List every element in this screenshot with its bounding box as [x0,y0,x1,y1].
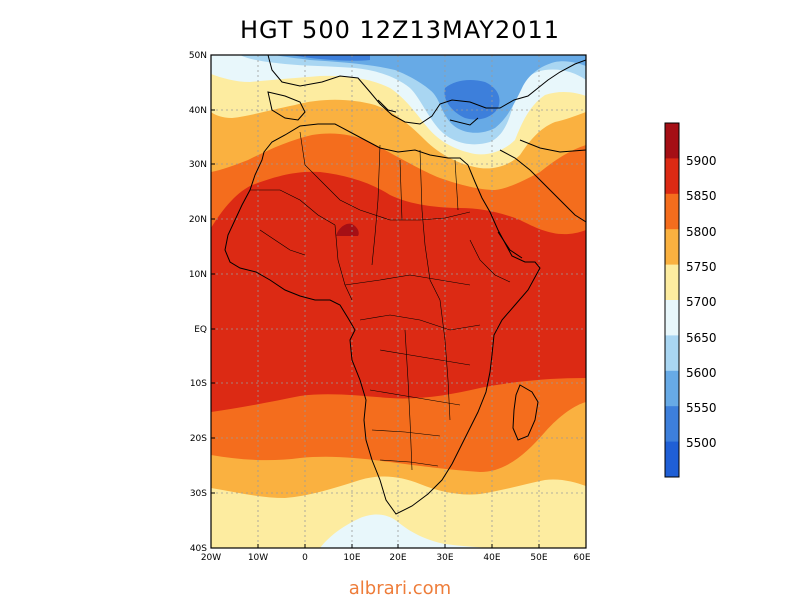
colorbar-swatch [665,300,679,336]
colorbar: 5900 5850 5800 5750 5700 5650 5600 5550 … [664,122,717,478]
country-borders [250,131,511,471]
lon-label: 20E [389,553,406,563]
band-south-5650 [320,514,490,548]
colorbar-swatch [665,193,679,230]
lon-label: 20W [201,553,221,563]
colorbar-swatch [665,229,679,266]
tick-marks [211,109,540,548]
band-5900 [336,223,359,236]
coastlines [224,55,586,515]
lat-label: 20N [189,215,207,225]
lat-label: 40S [190,544,207,554]
colorbar-swatch [665,370,679,407]
lon-label: 40E [483,553,500,563]
colorbar-label: 5900 [686,154,717,168]
lat-label: 40N [189,106,207,116]
lat-label: EQ [194,325,207,335]
lat-label: 10N [189,270,207,280]
colorbar-swatch [665,158,679,195]
colorbar-label: 5850 [686,189,717,203]
lon-label: 10W [248,553,268,563]
colorbar-label: 5500 [686,436,717,450]
lon-label: 10E [343,553,360,563]
lon-label: 30E [436,553,453,563]
colorbar-label: 5800 [686,225,717,239]
watermark: albrari.com [348,578,452,599]
lat-label: 30N [189,160,207,170]
lon-labels: 20W 10W 0 10E 20E 30E 40E 50E 60E [201,553,591,563]
lon-label: 50E [530,553,547,563]
colorbar-frame [664,122,680,478]
colorbar-swatch [665,335,679,372]
lat-label: 10S [190,379,207,389]
lat-label: 50N [189,51,207,61]
colorbar-swatches [665,123,679,478]
colorbar-label: 5600 [686,366,717,380]
colorbar-swatch [665,123,679,159]
lat-label: 20S [190,434,207,444]
colorbar-swatch [665,441,679,478]
map-title: HGT 500 12Z13MAY2011 [239,16,561,44]
colorbar-label: 5750 [686,260,717,274]
colorbar-label: 5550 [686,401,717,415]
band-north-5500 [290,55,500,120]
height-field [211,55,586,548]
grid-lines [211,55,586,548]
lon-label: 60E [573,553,590,563]
colorbar-label: 5650 [686,331,717,345]
band-north-5550 [275,55,586,133]
colorbar-swatch [665,264,679,301]
lat-label: 30S [190,489,207,499]
colorbar-swatch [665,406,679,443]
lon-label: 0 [302,553,308,563]
colorbar-label: 5700 [686,295,717,309]
lat-labels: 50N 40N 30N 20N 10N EQ 10S 20S 30S 40S [189,51,207,554]
